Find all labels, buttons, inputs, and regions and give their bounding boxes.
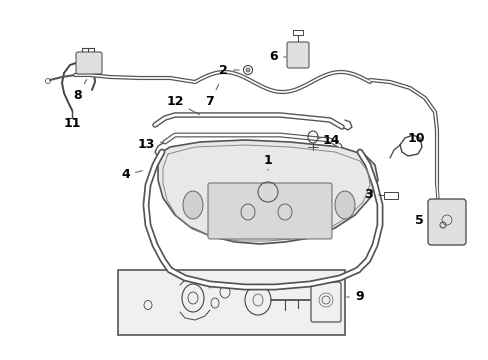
Text: 14: 14 (317, 134, 340, 147)
Text: 5: 5 (414, 213, 429, 226)
Text: 8: 8 (74, 80, 86, 102)
Text: 7: 7 (205, 85, 218, 108)
Text: 4: 4 (121, 168, 142, 181)
Text: 10: 10 (407, 131, 425, 144)
Text: 3: 3 (364, 189, 380, 202)
Text: 9: 9 (346, 291, 363, 303)
FancyBboxPatch shape (286, 42, 308, 68)
Text: 1: 1 (263, 153, 272, 170)
FancyBboxPatch shape (427, 199, 465, 245)
FancyBboxPatch shape (207, 183, 331, 239)
Bar (383, 192, 397, 199)
Polygon shape (158, 140, 377, 244)
Ellipse shape (183, 191, 203, 219)
Text: 11: 11 (63, 110, 81, 130)
Text: 12: 12 (166, 95, 199, 115)
FancyBboxPatch shape (76, 52, 102, 74)
Ellipse shape (245, 68, 249, 72)
Bar (118, 270, 345, 335)
Text: 6: 6 (269, 50, 285, 63)
Text: 13: 13 (137, 139, 163, 152)
Ellipse shape (334, 191, 354, 219)
Text: 2: 2 (219, 63, 239, 77)
